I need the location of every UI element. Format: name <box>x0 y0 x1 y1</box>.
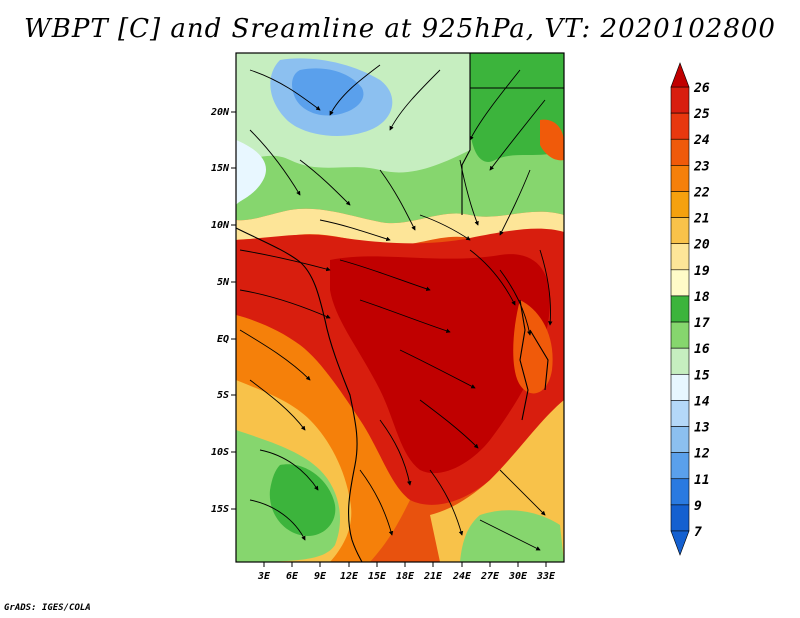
lat-label-5n: 5N <box>217 277 230 288</box>
lon-label-6e: 6E <box>286 571 299 582</box>
latitude-axis: 20N 15N 10N 5N EQ 5S 10S 15S <box>210 107 236 515</box>
colorbar-segment <box>670 191 690 218</box>
colorbar-label: 12 <box>694 447 710 462</box>
colorbar-segment <box>670 321 690 349</box>
colorbar-label: 17 <box>694 316 710 331</box>
lon-label-9e: 9E <box>314 571 327 582</box>
colorbar-label: 13 <box>694 421 710 436</box>
lon-label-3e: 3E <box>257 571 271 582</box>
lon-label-18e: 18E <box>396 571 415 582</box>
colorbar-segment <box>670 373 690 401</box>
map-title: WBPT [C] and Sreamline at 925hPa, VT: 20… <box>24 14 776 44</box>
colorbar-segment <box>670 112 690 140</box>
colorbar-label: 7 <box>694 525 702 540</box>
lon-label-30e: 30E <box>508 571 528 582</box>
colorbar-segment <box>670 165 690 192</box>
colorbar-label: 9 <box>694 499 702 514</box>
colorbar-segment <box>670 400 690 427</box>
colorbar-label: 16 <box>694 342 710 357</box>
lon-label-27e: 27E <box>480 571 500 582</box>
colorbar-segment <box>670 86 690 114</box>
colorbar-label: 21 <box>693 212 710 227</box>
colorbar-label: 20 <box>693 238 710 253</box>
colorbar: 26 25 24 23 22 21 20 19 18 17 16 15 14 13 12 11 9 7 <box>670 62 710 556</box>
longitude-axis: 3E 6E 9E 12E 15E 18E 21E 24E 27E 30E 33E <box>257 562 556 582</box>
lon-label-12e: 12E <box>340 571 359 582</box>
lat-label-20n: 20N <box>210 107 230 118</box>
colorbar-label: 24 <box>693 133 710 148</box>
lat-label-5s: 5S <box>217 390 229 401</box>
colorbar-segment <box>670 269 690 297</box>
colorbar-top-arrow <box>670 62 690 88</box>
colorbar-label: 14 <box>694 394 710 409</box>
lon-label-33e: 33E <box>536 571 556 582</box>
colorbar-label: 11 <box>694 473 710 488</box>
colorbar-segment <box>670 138 690 166</box>
lat-label-10n: 10N <box>211 220 230 231</box>
wbpt-field <box>236 53 564 562</box>
colorbar-segment <box>670 295 690 323</box>
colorbar-label: 23 <box>693 159 710 174</box>
lat-label-15n: 15N <box>211 163 230 174</box>
lat-label-eq: EQ <box>217 334 229 345</box>
colorbar-segment <box>670 243 690 271</box>
colorbar-label: 25 <box>693 107 710 122</box>
colorbar-segment <box>670 504 690 532</box>
map-frame <box>235 52 565 563</box>
colorbar-label: 22 <box>693 185 710 200</box>
lat-label-10s: 10S <box>211 447 229 458</box>
colorbar-label: 18 <box>694 290 710 305</box>
lon-label-24e: 24E <box>452 571 472 582</box>
colorbar-bottom-arrow <box>670 530 690 556</box>
grads-credit: GrADS: IGES/COLA <box>4 603 91 613</box>
lon-label-21e: 21E <box>423 571 443 582</box>
lat-label-15s: 15S <box>211 504 229 515</box>
colorbar-segment <box>670 478 690 506</box>
colorbar-segment <box>670 347 690 375</box>
colorbar-segment <box>670 426 690 453</box>
colorbar-label: 26 <box>693 81 710 96</box>
colorbar-label: 15 <box>694 368 710 383</box>
colorbar-segment <box>670 217 690 245</box>
colorbar-label: 19 <box>694 264 710 279</box>
colorbar-segment <box>670 452 690 480</box>
lon-label-15e: 15E <box>368 571 387 582</box>
